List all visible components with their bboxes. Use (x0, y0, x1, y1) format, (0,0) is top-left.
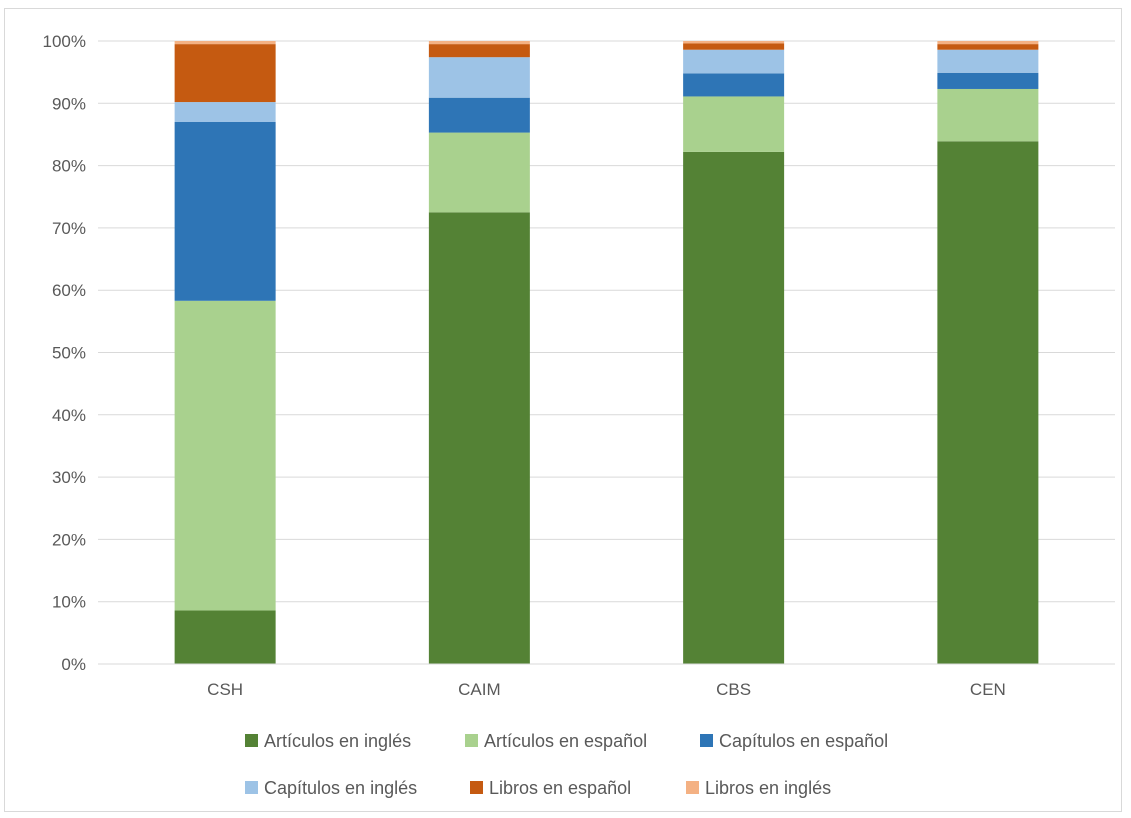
legend-item: Artículos en español (465, 731, 647, 751)
legend-label: Artículos en inglés (264, 731, 411, 751)
legend: Artículos en inglés Artículos en español C… (245, 731, 888, 798)
x-tick-label: CAIM (458, 680, 501, 699)
bar-segment-csh-1 (174, 300, 276, 611)
bar-segment-cen-4 (937, 44, 1039, 50)
y-tick-label: 60% (52, 281, 86, 300)
axes: 0% 10% 20% 30% 40% 50% 60% 70% 80% 90% 100% CSH CAIM… (43, 32, 1115, 699)
bar-segment-caim-0 (428, 212, 530, 664)
legend-label: Libros en español (489, 778, 631, 798)
legend-label: Libros en inglés (705, 778, 831, 798)
y-tick-label: 80% (52, 157, 86, 176)
bar-segment-cbs-3 (683, 49, 785, 74)
x-tick-label: CBS (716, 680, 751, 699)
bars (174, 41, 1039, 665)
bar-segment-csh-5 (174, 41, 276, 45)
bar-segment-caim-5 (428, 41, 530, 45)
bar-segment-csh-4 (174, 44, 276, 103)
bar-segment-cbs-0 (683, 151, 785, 665)
bar-segment-caim-2 (428, 97, 530, 133)
y-tick-label: 90% (52, 94, 86, 113)
y-tick-label: 40% (52, 406, 86, 425)
y-tick-label: 20% (52, 530, 86, 549)
bar-segment-csh-3 (174, 102, 276, 122)
legend-swatch (245, 734, 258, 747)
bar-segment-cbs-2 (683, 73, 785, 97)
y-tick-label: 0% (61, 655, 86, 674)
y-tick-label: 70% (52, 219, 86, 238)
bar-segment-csh-0 (174, 610, 276, 664)
bar-segment-cen-1 (937, 88, 1039, 142)
bar-segment-csh-2 (174, 121, 276, 301)
y-tick-label: 10% (52, 593, 86, 612)
y-tick-label: 100% (43, 32, 86, 51)
bar-segment-caim-3 (428, 57, 530, 98)
bar-segment-caim-1 (428, 132, 530, 213)
bar-segment-cen-2 (937, 72, 1039, 89)
bar-segment-cbs-5 (683, 41, 785, 44)
legend-label: Capítulos en español (719, 731, 888, 751)
stacked-bar-chart: 0% 10% 20% 30% 40% 50% 60% 70% 80% 90% 100% CSH CAIM… (43, 32, 1115, 798)
legend-label: Capítulos en inglés (264, 778, 417, 798)
y-tick-label: 50% (52, 344, 86, 363)
chart-frame: 0% 10% 20% 30% 40% 50% 60% 70% 80% 90% 100% CSH CAIM… (4, 8, 1122, 812)
legend-item: Libros en español (470, 778, 631, 798)
legend-swatch (245, 781, 258, 794)
legend-item: Capítulos en inglés (245, 778, 417, 798)
legend-swatch (700, 734, 713, 747)
legend-item: Libros en inglés (686, 778, 831, 798)
x-tick-label: CSH (207, 680, 243, 699)
y-tick-label: 30% (52, 468, 86, 487)
legend-label: Artículos en español (484, 731, 647, 751)
bar-segment-cbs-4 (683, 43, 785, 50)
legend-swatch (686, 781, 699, 794)
legend-swatch (470, 781, 483, 794)
bar-segment-cen-0 (937, 141, 1039, 665)
bar-segment-cen-5 (937, 41, 1039, 45)
bar-segment-caim-4 (428, 44, 530, 58)
legend-item: Capítulos en español (700, 731, 888, 751)
legend-swatch (465, 734, 478, 747)
bar-segment-cbs-1 (683, 96, 785, 152)
bar-segment-cen-3 (937, 49, 1039, 73)
legend-item: Artículos en inglés (245, 731, 411, 751)
x-tick-label: CEN (970, 680, 1006, 699)
